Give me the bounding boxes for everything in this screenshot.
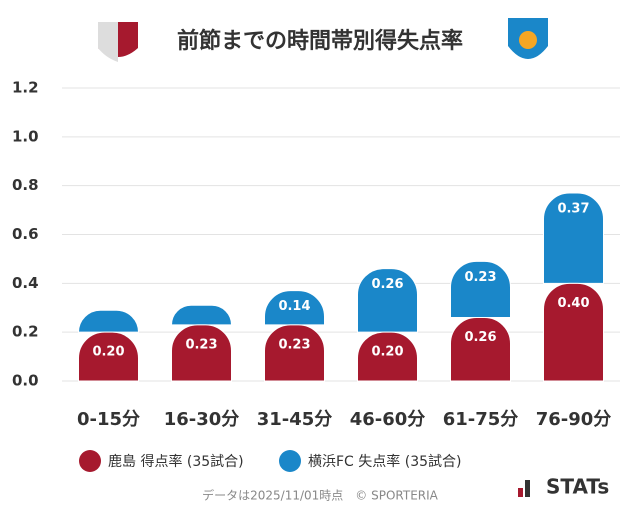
bar-segment [77, 309, 140, 333]
bar-segment [357, 268, 418, 333]
y-tick-label: 0.4 [12, 274, 39, 292]
footnote: データは2025/11/01時点 © SPORTERIA [202, 488, 439, 503]
x-tick-label: 31-45分 [257, 409, 333, 430]
value-label: 0.40 [557, 296, 589, 311]
legend-swatch [79, 450, 101, 472]
y-tick-label: 1.2 [12, 79, 39, 97]
value-label: 0.20 [92, 345, 124, 360]
bar-segment [450, 260, 511, 319]
bar-segment [264, 290, 325, 326]
value-label: 0.20 [371, 345, 403, 360]
chart-title: 前節までの時間帯別得失点率 [177, 28, 463, 54]
bar-segment [357, 331, 418, 382]
bar-segment [170, 304, 233, 326]
bar-segment [171, 324, 232, 382]
stats-logo: STATs [518, 475, 609, 499]
value-label: 0.14 [278, 299, 310, 314]
value-label: 0.23 [278, 337, 310, 352]
y-tick-label: 0.8 [12, 176, 39, 194]
logo-text: STATs [546, 475, 609, 499]
value-label: 0.23 [464, 270, 496, 285]
bar-segment [450, 317, 511, 382]
legend-swatch [279, 450, 301, 472]
away-emblem [508, 18, 548, 59]
y-tick-label: 0.2 [12, 323, 39, 341]
value-label: 0.26 [371, 277, 403, 292]
value-label: 0.37 [557, 201, 589, 216]
y-tick-label: 1.0 [12, 127, 39, 145]
x-tick-label: 76-90分 [536, 409, 612, 430]
home-emblem [98, 22, 138, 62]
y-tick-label: 0.0 [12, 372, 39, 390]
bar-segment [78, 331, 139, 382]
legend-label: 横浜FC 失点率 (35試合) [308, 453, 461, 470]
x-tick-label: 61-75分 [443, 409, 519, 430]
legend-label: 鹿島 得点率 (35試合) [108, 453, 244, 470]
bar-segment [264, 324, 325, 382]
y-tick-label: 0.6 [12, 225, 39, 243]
x-tick-label: 16-30分 [164, 409, 240, 430]
value-label: 0.26 [464, 330, 496, 345]
bar-segment [543, 282, 604, 382]
x-tick-label: 0-15分 [77, 409, 140, 430]
x-tick-label: 46-60分 [350, 409, 426, 430]
bar-segment [543, 192, 604, 284]
value-label: 0.23 [185, 337, 217, 352]
